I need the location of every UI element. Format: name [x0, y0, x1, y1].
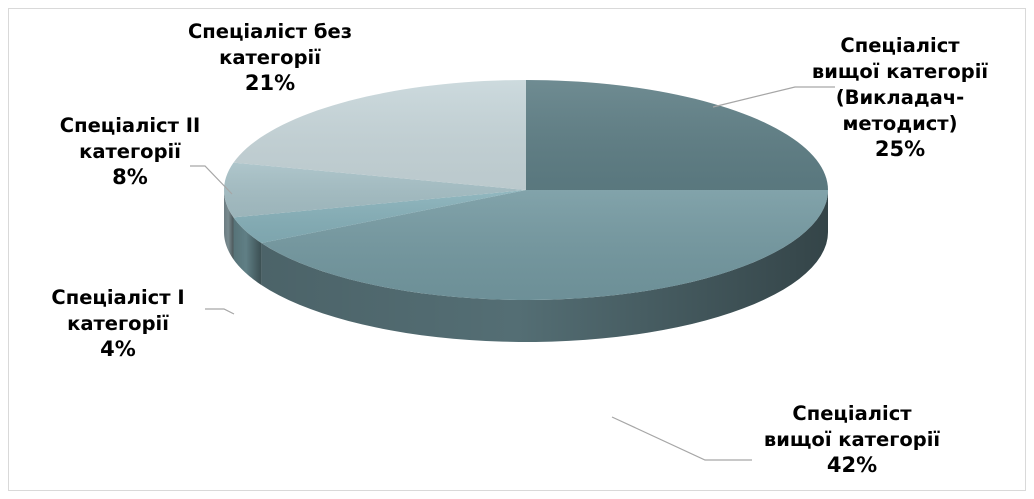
data-label-4-line-1: категорії [219, 46, 321, 69]
data-label-2-line-0: Спеціаліст І [51, 286, 184, 309]
data-label-3-line-0: Спеціаліст ІІ [60, 114, 200, 137]
data-label-0-line-3: методист) [842, 112, 957, 135]
data-label-3-line-1: категорії [79, 140, 181, 163]
data-label-0-line-0: Спеціаліст [840, 34, 960, 57]
data-label-4-line-0: Спеціаліст без [188, 20, 352, 43]
pie-slice-gloss-0 [526, 80, 828, 190]
data-label-1-line-0: Спеціаліст [792, 402, 912, 425]
leader-line-0 [713, 87, 835, 107]
data-label-2-line-1: категорії [67, 312, 169, 335]
data-label-2-percent: 4% [100, 337, 136, 361]
data-label-1-line-1: вищої категорії [764, 428, 941, 451]
data-label-1-percent: 42% [827, 453, 877, 477]
data-label-3-percent: 8% [112, 165, 148, 189]
data-label-0: Спеціаліст вищої категорії (Викладач-метод… [812, 34, 989, 161]
data-label-0-line-2: (Викладач- [836, 86, 965, 109]
data-label-0-percent: 25% [875, 137, 925, 161]
leader-line-1 [612, 417, 752, 460]
data-label-0-line-1: вищої категорії [812, 60, 989, 83]
leader-line-2 [205, 309, 234, 314]
data-label-4-percent: 21% [245, 71, 295, 95]
